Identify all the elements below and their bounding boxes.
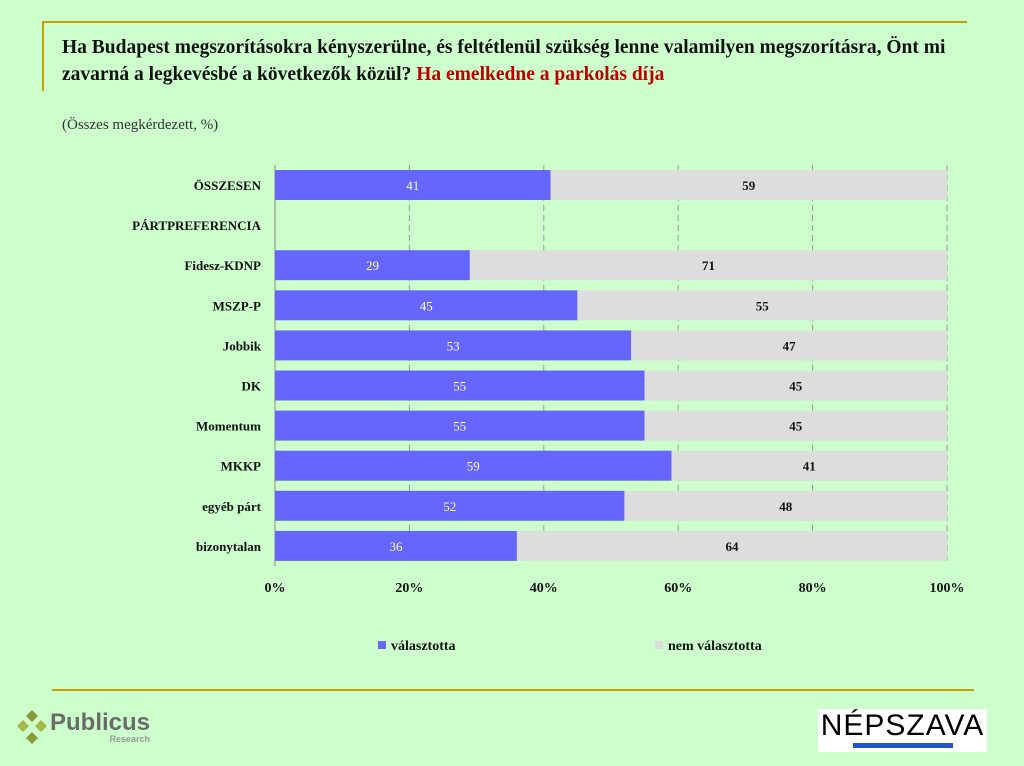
bar-not-chosen [516, 530, 947, 561]
bar-chosen [275, 530, 517, 561]
category-label: Jobbik [223, 338, 262, 353]
bar-not-chosen [644, 370, 947, 401]
x-tick-label: 40% [530, 581, 558, 596]
category-label: MKKP [221, 459, 261, 474]
category-label: ÖSSZESEN [194, 178, 262, 193]
x-tick-label: 80% [799, 581, 827, 596]
legend-label: választotta [391, 639, 456, 654]
data-label: 47 [783, 338, 797, 353]
data-label: 41 [406, 178, 419, 193]
bar-chosen [275, 170, 551, 200]
category-label: Momentum [196, 419, 261, 434]
legend-swatch [378, 641, 386, 649]
bottom-divider [52, 689, 974, 691]
data-label: 55 [453, 419, 466, 434]
bar-not-chosen [644, 410, 947, 441]
bar-chosen [275, 410, 645, 441]
bar-chosen [275, 330, 632, 361]
bar-chosen [275, 490, 625, 521]
data-label: 53 [447, 338, 460, 353]
top-divider [42, 21, 967, 23]
x-tick-label: 0% [265, 581, 286, 596]
data-label: 41 [803, 459, 816, 474]
data-label: 59 [742, 178, 756, 193]
data-label: 55 [756, 298, 770, 313]
category-label: egyéb párt [202, 499, 262, 514]
publicus-diamond-icon [17, 710, 47, 744]
category-label: MSZP-P [213, 298, 261, 313]
x-tick-label: 20% [395, 581, 423, 596]
x-tick-label: 60% [664, 581, 692, 596]
bar-not-chosen [469, 250, 947, 281]
bar-chosen [275, 250, 470, 281]
title-question: Ha Budapest megszorításokra kényszerülne… [62, 37, 946, 85]
nepszava-logo: NÉPSZAVA [818, 709, 987, 752]
data-label: 52 [443, 499, 456, 514]
category-label: PÁRTPREFERENCIA [132, 218, 261, 233]
category-label: DK [242, 379, 262, 394]
data-label: 36 [389, 539, 403, 554]
category-label: Fidesz-KDNP [184, 258, 261, 273]
bar-not-chosen [671, 450, 947, 481]
publicus-sub: Research [109, 734, 151, 744]
title-highlight: Ha emelkedne a parkolás díja [416, 64, 665, 85]
data-label: 71 [702, 258, 715, 273]
data-label: 45 [789, 419, 803, 434]
data-label: 29 [366, 258, 379, 273]
data-label: 45 [789, 379, 803, 394]
data-label: 59 [467, 459, 480, 474]
data-label: 48 [779, 499, 793, 514]
nepszava-name: NÉPSZAVA [820, 709, 985, 742]
bar-not-chosen [550, 170, 947, 200]
x-tick-label: 100% [930, 581, 965, 596]
bar-chosen [275, 370, 645, 401]
category-label: bizonytalan [196, 539, 262, 554]
data-label: 64 [725, 539, 739, 554]
bar-not-chosen [577, 290, 947, 321]
bar-not-chosen [624, 490, 947, 521]
publicus-name: Publicus [50, 709, 151, 736]
bar-chosen [275, 290, 578, 321]
bar-chosen [275, 450, 672, 481]
chart-title: Ha Budapest megszorításokra kényszerülne… [62, 34, 962, 88]
legend-label: nem választotta [668, 639, 762, 654]
left-divider [42, 21, 44, 91]
data-label: 45 [420, 298, 433, 313]
chart-subtitle: (Összes megkérdezett, %) [62, 117, 219, 133]
bar-not-chosen [631, 330, 947, 361]
legend-swatch [655, 641, 663, 649]
data-label: 55 [453, 379, 466, 394]
publicus-logo: Publicus Research [14, 708, 150, 748]
